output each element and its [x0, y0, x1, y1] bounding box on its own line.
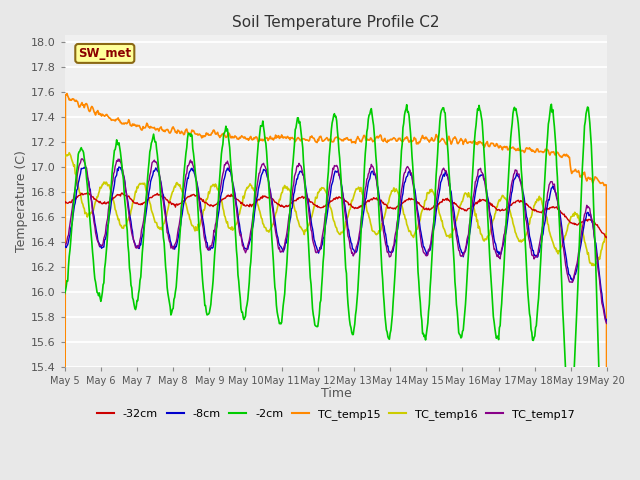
- Y-axis label: Temperature (C): Temperature (C): [15, 150, 28, 252]
- Title: Soil Temperature Profile C2: Soil Temperature Profile C2: [232, 15, 440, 30]
- X-axis label: Time: Time: [321, 387, 351, 400]
- Legend: -32cm, -8cm, -2cm, TC_temp15, TC_temp16, TC_temp17: -32cm, -8cm, -2cm, TC_temp15, TC_temp16,…: [93, 404, 579, 424]
- Text: SW_met: SW_met: [78, 47, 131, 60]
